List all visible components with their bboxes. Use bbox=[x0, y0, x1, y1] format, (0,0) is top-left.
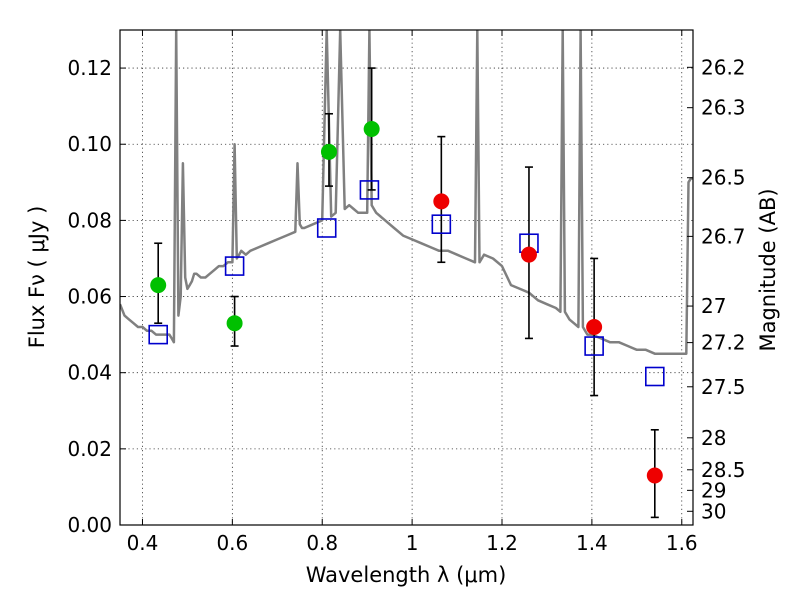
grid bbox=[120, 30, 693, 525]
right-tick-label: 27.5 bbox=[701, 375, 746, 399]
y-tick-label: 0.04 bbox=[67, 361, 112, 385]
observation-point bbox=[226, 315, 243, 332]
model-photometry-point bbox=[148, 324, 168, 345]
y-tick-label: 0.12 bbox=[67, 56, 112, 80]
x-tick-label: 1.6 bbox=[666, 531, 698, 555]
right-tick-label: 27.2 bbox=[701, 331, 746, 355]
right-tick-label: 26.7 bbox=[701, 224, 746, 248]
observation-point bbox=[363, 121, 380, 137]
y-tick-label: 0.10 bbox=[67, 132, 112, 156]
model-photometry-point bbox=[584, 336, 604, 356]
y-tick-label: 0.02 bbox=[67, 437, 112, 461]
model-photometry-point bbox=[644, 366, 665, 387]
x-tick-label: 1.4 bbox=[576, 531, 608, 555]
observation-point bbox=[586, 319, 603, 335]
plot-frame bbox=[119, 29, 694, 526]
observation-point bbox=[150, 277, 167, 294]
model-photometry-layer bbox=[148, 180, 665, 387]
observation-layer bbox=[150, 121, 663, 484]
x-tick-label: 0.8 bbox=[306, 531, 338, 555]
x-tick-label: 1.2 bbox=[486, 531, 518, 555]
model-photometry-point bbox=[224, 256, 245, 276]
spectrum-layer bbox=[120, 30, 693, 355]
right-tick-label: 29 bbox=[701, 478, 726, 502]
right-tick-label: 26.2 bbox=[701, 55, 746, 79]
right-tick-label: 28.5 bbox=[701, 458, 746, 482]
y-tick-label: 0.00 bbox=[67, 513, 112, 537]
spectrum-line bbox=[120, 30, 693, 355]
x-tick-label: 1 bbox=[406, 531, 419, 555]
observation-point bbox=[320, 143, 337, 160]
right-axis-label: Magnitude (AB) bbox=[756, 188, 780, 351]
observation-point bbox=[520, 246, 537, 263]
y-axis: 0.00 0.02 0.04 0.06 0.08 0.10 0.12 bbox=[67, 56, 126, 537]
right-tick-label: 28 bbox=[701, 426, 726, 450]
model-photometry-point bbox=[359, 180, 380, 200]
y-tick-label: 0.08 bbox=[67, 208, 112, 232]
x-tick-label: 0.6 bbox=[216, 531, 248, 555]
model-photometry-point bbox=[431, 214, 452, 234]
x-axis-label: Wavelength λ (μm) bbox=[306, 563, 507, 587]
observation-point bbox=[646, 467, 663, 484]
observation-point bbox=[433, 193, 450, 210]
right-tick-label: 27 bbox=[701, 294, 726, 318]
x-tick-label: 0.4 bbox=[127, 531, 159, 555]
y-tick-label: 0.06 bbox=[67, 285, 112, 309]
right-tick-label: 30 bbox=[701, 499, 726, 523]
model-photometry-point bbox=[316, 218, 337, 238]
right-tick-label: 26.5 bbox=[701, 166, 746, 190]
x-axis: 0.4 0.6 0.8 1 1.2 1.4 1.6 bbox=[127, 30, 698, 555]
y-axis-label: Flux Fν ( μJy ) bbox=[25, 206, 49, 349]
right-tick-label: 26.3 bbox=[701, 96, 746, 120]
